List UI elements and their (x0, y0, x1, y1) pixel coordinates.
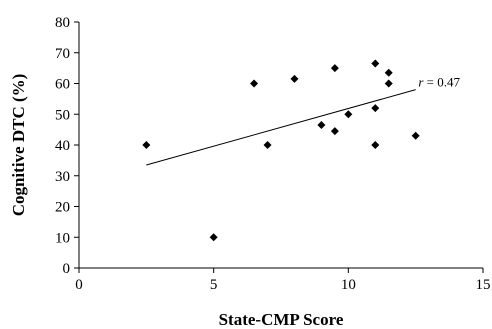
x-tick-label: 10 (341, 277, 356, 293)
data-point (411, 131, 420, 140)
x-tick-label: 5 (210, 277, 218, 293)
y-tick-label: 40 (55, 138, 70, 154)
y-tick-label: 30 (55, 169, 70, 185)
y-tick-label: 60 (55, 77, 70, 93)
data-point (371, 104, 380, 113)
axes (78, 22, 483, 269)
data-point (209, 233, 218, 242)
x-ticks: 0 5 10 15 (75, 268, 491, 293)
data-point (142, 141, 151, 149)
data-point (250, 79, 259, 88)
y-tick-label: 80 (55, 15, 70, 31)
r-value: = 0.47 (423, 75, 460, 90)
y-ticks: 0 10 20 30 40 50 60 70 80 (55, 15, 79, 277)
r-symbol: r (418, 75, 424, 90)
data-point (344, 110, 353, 119)
data-point (371, 141, 380, 149)
y-tick-label: 10 (55, 230, 70, 246)
x-axis-title: State-CMP Score (219, 310, 344, 329)
data-point (330, 127, 339, 136)
data-point (384, 79, 393, 88)
y-tick-label: 20 (55, 200, 70, 216)
y-tick-label: 70 (55, 46, 70, 62)
y-tick-label: 50 (55, 107, 70, 123)
trend-line (146, 89, 416, 166)
data-point (330, 64, 339, 73)
data-point (371, 59, 380, 68)
data-point (263, 141, 272, 149)
y-tick-label: 0 (63, 261, 71, 277)
data-point (290, 74, 299, 83)
data-point (317, 121, 326, 130)
y-axis-title: Cognitive DTC (%) (9, 74, 28, 217)
x-tick-label: 0 (75, 277, 83, 293)
data-point (384, 68, 393, 77)
x-tick-label: 15 (476, 277, 491, 293)
correlation-annotation: r = 0.47 (418, 75, 460, 90)
data-points (142, 59, 420, 242)
